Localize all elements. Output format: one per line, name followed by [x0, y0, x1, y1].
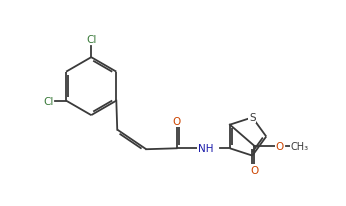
Text: CH₃: CH₃ [290, 141, 309, 151]
Text: O: O [172, 117, 181, 126]
Text: Cl: Cl [43, 96, 54, 106]
Text: S: S [249, 113, 256, 123]
Text: O: O [250, 165, 258, 175]
Text: NH: NH [198, 144, 213, 153]
Text: Cl: Cl [86, 35, 97, 45]
Text: O: O [276, 141, 284, 151]
